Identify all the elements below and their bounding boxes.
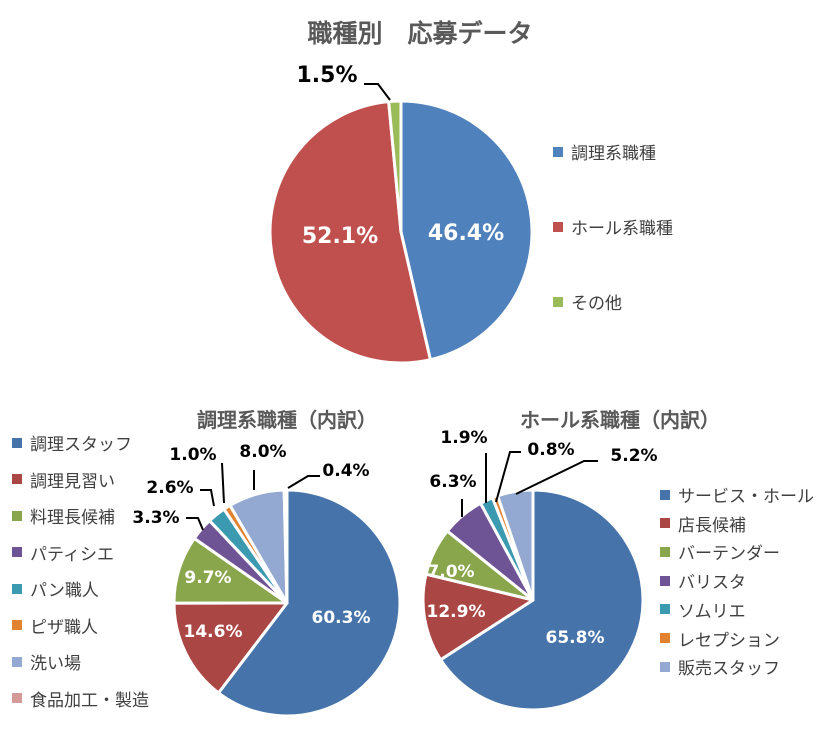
legend-swatch bbox=[12, 547, 22, 557]
legend-item: 料理長候補 bbox=[12, 503, 115, 528]
legend-swatch bbox=[660, 661, 670, 672]
data-label: 1.0% bbox=[169, 445, 216, 465]
legend-item: ホール系職種 bbox=[553, 214, 673, 239]
legend-swatch bbox=[12, 656, 22, 667]
data-label: 52.1% bbox=[302, 224, 378, 249]
legend-label: 販売スタッフ bbox=[678, 659, 780, 680]
data-label: 8.0% bbox=[239, 442, 286, 462]
pie-slice-0-0 bbox=[399, 99, 534, 362]
legend-label: 店長候補 bbox=[678, 515, 746, 536]
pie-slice-2-1 bbox=[421, 572, 535, 662]
legend-item: サービス・ホール bbox=[660, 482, 814, 507]
data-label: 1.5% bbox=[296, 63, 357, 88]
legend-item: 調理見習い bbox=[12, 467, 115, 492]
legend-item: バリスタ bbox=[660, 568, 746, 593]
data-label: 2.6% bbox=[146, 478, 193, 498]
legend-swatch bbox=[12, 583, 22, 594]
legend-label: パン職人 bbox=[30, 581, 99, 601]
legend-label: ピザ職人 bbox=[30, 617, 98, 638]
legend-item: ソムリエ bbox=[660, 597, 746, 622]
data-label: 1.9% bbox=[440, 428, 487, 448]
legend-item: バーテンダー bbox=[660, 539, 780, 564]
legend-swatch bbox=[660, 518, 670, 529]
legend-item: 調理スタッフ bbox=[12, 430, 132, 455]
legend-swatch bbox=[12, 693, 22, 703]
legend-item: パティシエ bbox=[12, 540, 114, 565]
data-label: 6.3% bbox=[429, 472, 476, 492]
legend-item: 店長候補 bbox=[660, 511, 746, 536]
legend-swatch bbox=[660, 604, 670, 615]
legend-label: パティシエ bbox=[30, 544, 114, 565]
data-label: 65.8% bbox=[546, 628, 605, 648]
pie-slice-0-2 bbox=[387, 99, 403, 234]
legend-swatch bbox=[660, 546, 670, 557]
data-label: 0.4% bbox=[322, 461, 369, 481]
pie-slice-0-1 bbox=[268, 100, 432, 365]
data-label: 12.9% bbox=[427, 602, 486, 622]
legend-swatch bbox=[660, 633, 670, 643]
leader-line bbox=[200, 489, 215, 507]
legend-label: 調理系職種 bbox=[571, 144, 656, 164]
hall-chart-title: ホール系職種（内訳） bbox=[520, 408, 720, 432]
legend-label: 調理スタッフ bbox=[30, 435, 132, 455]
legend-label: レセプション bbox=[678, 630, 780, 651]
legend-swatch bbox=[553, 296, 563, 307]
legend-label: バリスタ bbox=[678, 573, 746, 594]
pie-slice-1-0 bbox=[217, 488, 402, 718]
legend-label: 料理長候補 bbox=[30, 508, 115, 528]
legend-swatch bbox=[660, 575, 670, 586]
legend-item: レセプション bbox=[660, 626, 780, 651]
legend-swatch bbox=[12, 437, 22, 448]
legend-item: 調理系職種 bbox=[553, 139, 656, 164]
legend-label: バーテンダー bbox=[678, 544, 780, 565]
legend-label: その他 bbox=[571, 294, 622, 314]
data-label: 14.6% bbox=[184, 622, 243, 642]
data-label: 0.8% bbox=[527, 440, 574, 460]
legend-swatch bbox=[660, 489, 670, 500]
data-label: 9.7% bbox=[184, 568, 231, 588]
legend-swatch bbox=[553, 146, 563, 157]
legend-swatch bbox=[12, 474, 22, 484]
legend-swatch bbox=[553, 221, 563, 232]
data-label: 3.3% bbox=[132, 508, 179, 528]
legend-label: ソムリエ bbox=[678, 601, 746, 622]
data-label: 60.3% bbox=[312, 608, 371, 628]
legend-swatch bbox=[12, 510, 22, 521]
leader-line bbox=[495, 451, 521, 503]
pie-slice-1-1 bbox=[172, 601, 289, 695]
main-chart-title: 職種別 応募データ bbox=[307, 19, 533, 48]
leader-line bbox=[287, 475, 320, 489]
leader-line bbox=[186, 517, 204, 531]
legend-label: 洗い場 bbox=[30, 654, 81, 674]
data-label: 5.2% bbox=[610, 446, 657, 466]
cooking-chart-title: 調理系職種（内訳） bbox=[197, 408, 377, 432]
legend-label: 食品加工・製造 bbox=[30, 690, 149, 711]
legend-item: ピザ職人 bbox=[12, 613, 98, 638]
legend-item: 食品加工・製造 bbox=[12, 686, 149, 711]
legend-label: 調理見習い bbox=[30, 471, 115, 492]
legend-item: その他 bbox=[553, 289, 622, 314]
legend-label: サービス・ホール bbox=[678, 487, 814, 507]
pie-slice-1-7 bbox=[282, 488, 289, 605]
legend-item: 販売スタッフ bbox=[660, 654, 780, 679]
data-label: 46.4% bbox=[428, 221, 504, 246]
leader-line bbox=[364, 83, 391, 101]
pie-slice-2-0 bbox=[439, 488, 645, 712]
legend-label: ホール系職種 bbox=[571, 219, 673, 239]
leader-line bbox=[221, 462, 225, 504]
data-label: 7.0% bbox=[427, 562, 474, 582]
legend-item: パン職人 bbox=[12, 576, 99, 601]
legend-swatch bbox=[12, 620, 22, 630]
leader-line bbox=[515, 460, 598, 495]
legend-item: 洗い場 bbox=[12, 649, 81, 674]
